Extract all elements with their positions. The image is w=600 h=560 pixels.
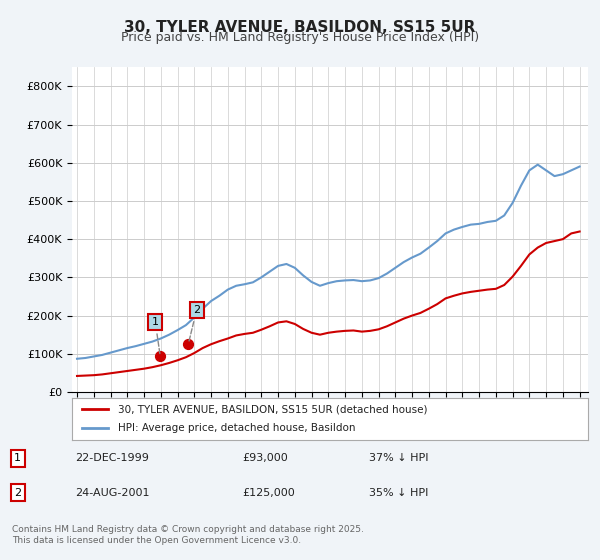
Text: 30, TYLER AVENUE, BASILDON, SS15 5UR: 30, TYLER AVENUE, BASILDON, SS15 5UR xyxy=(124,20,476,35)
Text: Contains HM Land Registry data © Crown copyright and database right 2025.
This d: Contains HM Land Registry data © Crown c… xyxy=(12,525,364,545)
Text: 35% ↓ HPI: 35% ↓ HPI xyxy=(369,488,428,497)
Text: 1: 1 xyxy=(14,453,21,463)
Text: 2: 2 xyxy=(189,305,200,342)
Point xyxy=(155,352,165,361)
Text: 1: 1 xyxy=(152,317,160,354)
Text: 37% ↓ HPI: 37% ↓ HPI xyxy=(369,453,428,463)
Text: HPI: Average price, detached house, Basildon: HPI: Average price, detached house, Basi… xyxy=(118,423,356,433)
Text: 22-DEC-1999: 22-DEC-1999 xyxy=(76,453,149,463)
Point xyxy=(184,340,193,349)
Text: 24-AUG-2001: 24-AUG-2001 xyxy=(76,488,150,497)
Text: £125,000: £125,000 xyxy=(242,488,295,497)
Text: Price paid vs. HM Land Registry's House Price Index (HPI): Price paid vs. HM Land Registry's House … xyxy=(121,31,479,44)
Text: 2: 2 xyxy=(14,488,22,497)
Text: £93,000: £93,000 xyxy=(242,453,288,463)
Text: 30, TYLER AVENUE, BASILDON, SS15 5UR (detached house): 30, TYLER AVENUE, BASILDON, SS15 5UR (de… xyxy=(118,404,428,414)
